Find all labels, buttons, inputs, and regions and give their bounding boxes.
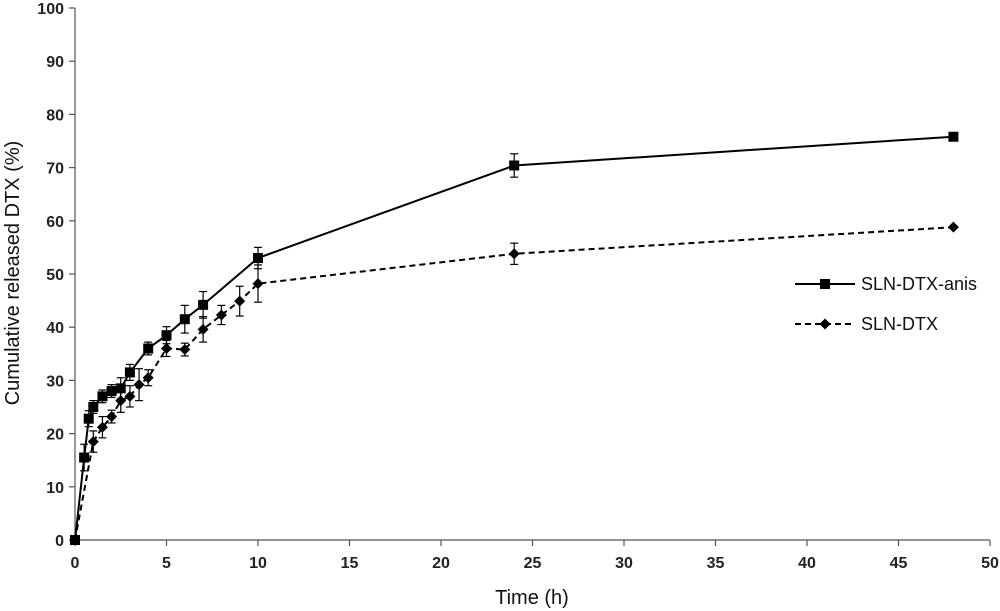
data-point xyxy=(143,343,154,354)
x-axis-title: Time (h) xyxy=(495,587,569,609)
data-point xyxy=(179,314,190,325)
data-point xyxy=(142,372,154,384)
data-point xyxy=(253,253,263,264)
data-point xyxy=(133,379,145,391)
y-tick-label: 20 xyxy=(46,427,64,444)
data-point xyxy=(161,342,172,354)
x-tick-label: 15 xyxy=(341,555,359,572)
data-point xyxy=(947,221,959,233)
data-point xyxy=(234,295,246,307)
y-axis-title: Cumulative released DTX (%) xyxy=(2,141,24,406)
data-point xyxy=(252,278,264,290)
x-tick-label: 25 xyxy=(524,555,542,572)
legend: SLN-DTX-anis SLN-DTX xyxy=(795,274,977,334)
data-point xyxy=(948,131,959,142)
series-line xyxy=(74,135,954,541)
legend-marker-1 xyxy=(819,318,831,330)
y-tick-label: 80 xyxy=(46,107,64,124)
data-point xyxy=(97,391,108,402)
data-point xyxy=(215,309,227,321)
x-tick-label: 10 xyxy=(249,555,267,572)
y-tick-label: 10 xyxy=(46,480,64,497)
data-point xyxy=(509,160,520,171)
series-1 xyxy=(69,221,959,546)
y-tick-label: 60 xyxy=(46,214,64,231)
x-tick-label: 20 xyxy=(432,555,450,572)
y-tick-label: 0 xyxy=(55,533,64,550)
x-tick-label: 35 xyxy=(707,555,725,572)
x-tick-label: 0 xyxy=(71,555,80,572)
data-point xyxy=(161,330,172,341)
y-tick-label: 90 xyxy=(46,54,64,71)
x-tick-label: 45 xyxy=(890,555,908,572)
x-tick-label: 50 xyxy=(981,555,999,572)
data-point xyxy=(106,386,117,397)
data-point xyxy=(115,395,127,407)
data-point xyxy=(508,248,520,260)
data-point xyxy=(79,452,90,463)
data-point xyxy=(124,390,136,402)
legend-marker-0 xyxy=(820,279,830,289)
y-tick-label: 100 xyxy=(37,1,64,18)
axes xyxy=(74,8,990,541)
data-point xyxy=(124,367,135,378)
data-point xyxy=(197,323,209,335)
y-tick-label: 30 xyxy=(46,373,64,390)
x-axis-ticks: 0 5 10 15 20 25 30 35 40 45 50 xyxy=(71,540,999,572)
data-point xyxy=(179,344,191,356)
data-point xyxy=(87,436,99,448)
x-tick-label: 40 xyxy=(798,555,816,572)
data-point xyxy=(88,402,99,412)
series-line xyxy=(74,226,954,541)
legend-label-0: SLN-DTX-anis xyxy=(861,274,977,294)
series-layer xyxy=(69,131,959,546)
data-point xyxy=(198,299,209,310)
data-point xyxy=(106,411,118,423)
y-tick-label: 40 xyxy=(46,320,64,337)
y-tick-label: 70 xyxy=(46,161,64,178)
x-tick-label: 30 xyxy=(615,555,633,572)
y-axis-ticks: 0 10 20 30 40 50 60 70 80 90 100 xyxy=(37,1,75,550)
x-tick-label: 5 xyxy=(162,555,171,572)
data-point xyxy=(96,421,108,433)
data-point xyxy=(69,534,81,546)
data-point xyxy=(83,413,94,424)
y-tick-label: 50 xyxy=(46,267,64,284)
legend-label-1: SLN-DTX xyxy=(861,314,938,334)
